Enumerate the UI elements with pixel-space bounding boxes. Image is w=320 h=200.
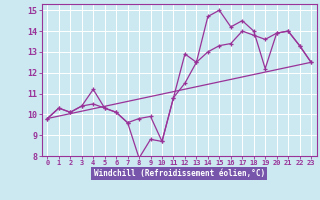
X-axis label: Windchill (Refroidissement éolien,°C): Windchill (Refroidissement éolien,°C)	[94, 169, 265, 178]
